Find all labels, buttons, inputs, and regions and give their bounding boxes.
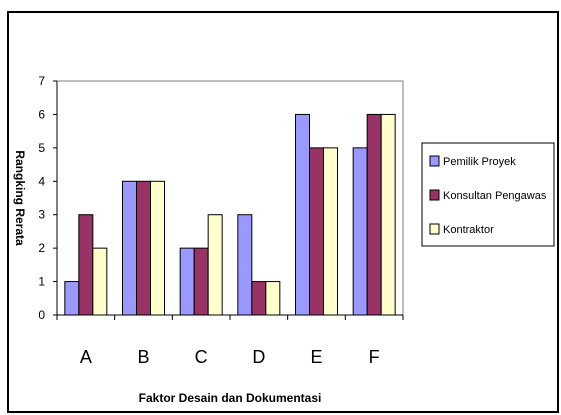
bar-E-series-1 [295,113,310,316]
y-tick-label: 6 [38,107,45,121]
plot-area [56,80,404,316]
legend-label: Pemilik Proyek [443,156,516,168]
bar-E-series-2 [309,147,324,316]
bar-A-series-3 [92,247,108,316]
bar-C-series-2 [193,247,209,316]
legend-label: Konsultan Pengawas [443,190,547,202]
bar-C-series-3 [207,214,223,316]
bar-D-series-1 [237,214,253,316]
legend-box [421,142,555,247]
bar-C-series-1 [179,247,195,316]
x-tick-label: F [369,347,380,367]
bar-E-series-3 [323,147,338,316]
x-tick-label: A [80,347,92,367]
bars [64,113,396,316]
y-tick-label: 3 [38,208,45,222]
bar-B-series-1 [122,180,137,316]
bar-A-series-2 [78,214,94,316]
x-tick-label: E [310,347,322,367]
bar-B-series-2 [136,180,151,316]
bar-B-series-3 [150,180,165,316]
y-tick-label: 5 [38,141,45,155]
y-axis: 0 1 2 3 4 5 6 7 [38,74,58,322]
legend: Pemilik Proyek Konsultan Pengawas Kontrakt… [429,155,547,236]
bar-A-series-1 [64,281,80,316]
bar-F-series-2 [366,113,382,316]
x-axis: A B C D E F [56,314,404,367]
y-tick-label: 4 [38,174,45,188]
y-tick-label: 0 [38,308,45,322]
y-tick-label: 7 [38,74,45,88]
legend-swatch [429,155,440,167]
x-tick-label: B [137,347,149,367]
bar-F-series-1 [352,147,368,316]
x-tick-label: C [195,347,208,367]
bar-F-series-3 [380,113,396,316]
y-axis-label: Rangking Rerata [13,150,27,246]
y-tick-label: 2 [38,241,45,255]
bar-D-series-2 [251,281,267,316]
bar-D-series-3 [265,281,281,316]
legend-swatch [429,223,440,235]
x-axis-label: Faktor Desain dan Dokumentasi [139,391,322,405]
legend-label: Kontraktor [443,224,494,236]
legend-swatch [429,189,440,201]
x-tick-label: D [252,347,265,367]
y-tick-label: 1 [38,275,45,289]
